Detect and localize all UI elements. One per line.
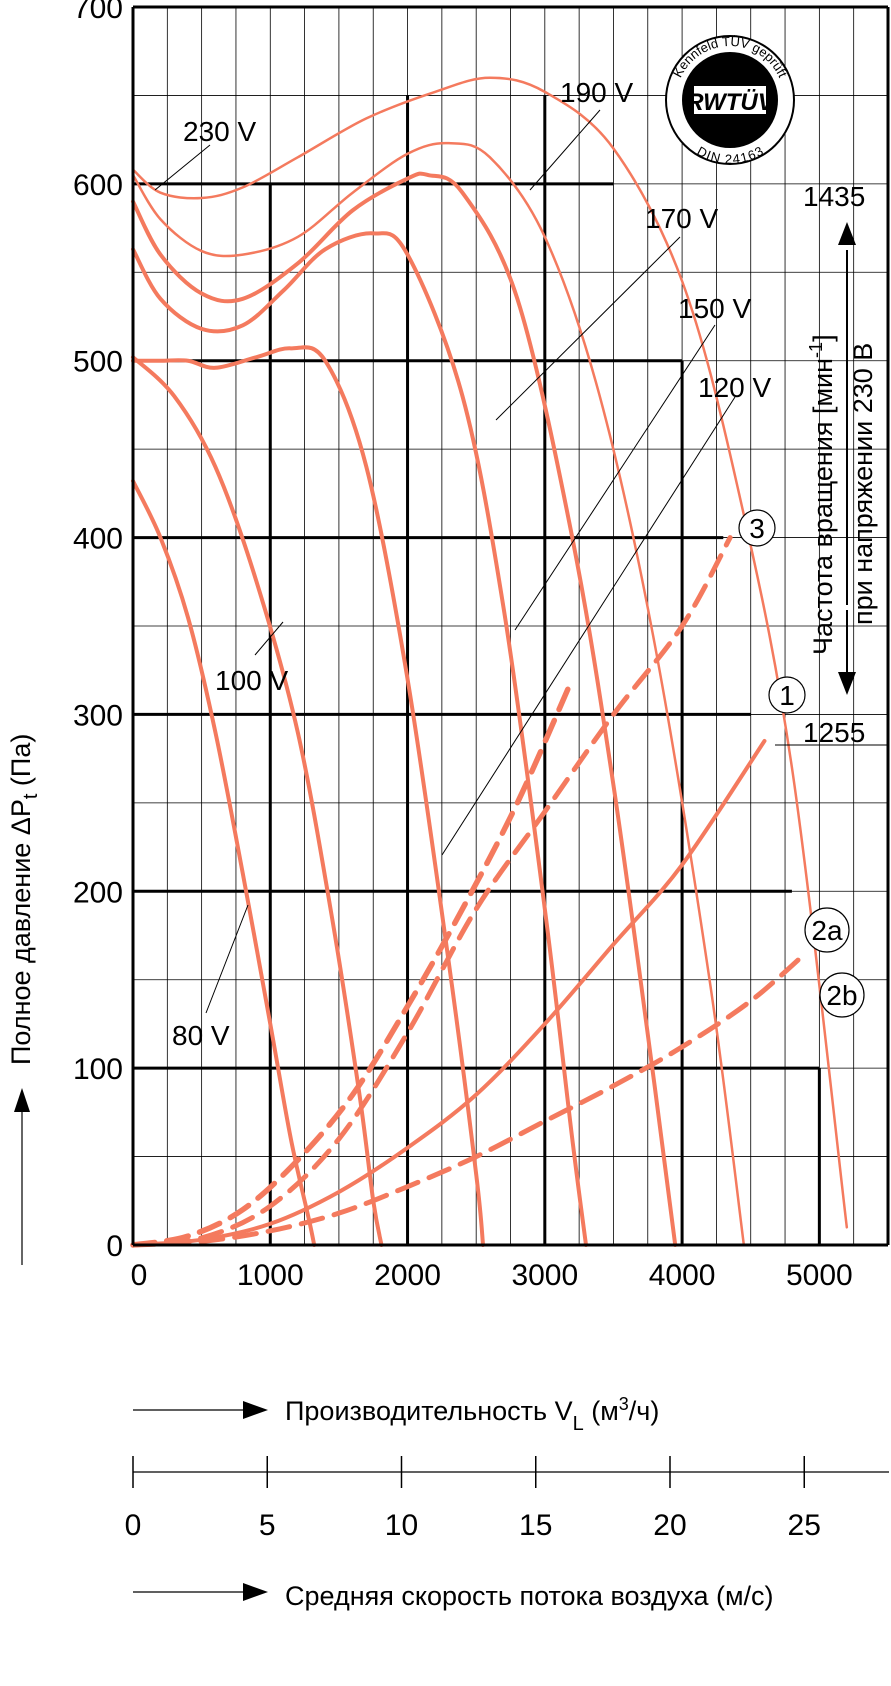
velocity-tick-label: 25 (788, 1509, 821, 1542)
speed-upper: 1435 (803, 181, 865, 212)
y-tick-label: 200 (73, 876, 123, 909)
system-curve-2b (130, 535, 733, 1248)
x-axis-label: Производительность VL (м3/ч) (285, 1394, 659, 1435)
speed-lower: 1255 (803, 717, 865, 748)
fan-curve-80v (131, 478, 317, 1247)
velocity-tick-label: 0 (125, 1509, 142, 1542)
label-190v: 190 V (560, 77, 633, 108)
label-230v: 230 V (183, 116, 256, 147)
y-tick-label: 600 (73, 169, 123, 202)
tuv-badge: Kennfeld TÜV geprüft RWTÜV DIN 24163 (665, 34, 795, 167)
marker-1: 1 (779, 680, 795, 711)
velocity-axis: Средняя скорость потока воздуха (м/с) 0 5… (125, 1456, 889, 1611)
badge-bottom-text: DIN 24163 (695, 143, 766, 166)
axes: 0 100 200 300 400 500 600 700 0 1000 2000 3000 4000 5… (73, 0, 890, 1292)
velocity-tick-label: 20 (653, 1509, 686, 1542)
y-tick-label: 0 (106, 1230, 123, 1263)
fan-curve-100v (131, 355, 384, 1247)
marker-3: 3 (749, 513, 765, 544)
y-tick-label: 100 (73, 1053, 123, 1086)
marker-2b: 2b (826, 980, 857, 1011)
x-tick-label: 5000 (786, 1259, 853, 1292)
x-tick-label: 2000 (374, 1259, 441, 1292)
y-tick-label: 300 (73, 699, 123, 732)
x-tick-label: 0 (131, 1259, 148, 1292)
fan-curve-120v (131, 345, 486, 1247)
fan-curve-150v (131, 231, 588, 1247)
system-curve-3 (130, 676, 576, 1248)
fan-curve-230v (131, 76, 849, 1229)
fan-curve-190v (131, 141, 746, 1247)
velocity-tick-label: 10 (385, 1509, 418, 1542)
y-axis-label: Полное давление ΔPt (Па) (6, 734, 42, 1065)
voltage-labels: 230 V 190 V 170 V 150 V 120 V 100 V 80 V (154, 77, 771, 1051)
system-curve-2a (130, 950, 809, 1248)
y-axis-title: Полное давление ΔPt (Па) (6, 734, 42, 1265)
label-100v: 100 V (215, 665, 288, 696)
label-150v: 150 V (678, 293, 751, 324)
speed-axis: 1435 Частота вращения [мин-1] при напряж… (775, 181, 888, 748)
label-80v: 80 V (172, 1020, 230, 1051)
x-axis-title: Производительность VL (м3/ч) (133, 1394, 659, 1435)
fan-curve-170v (131, 171, 678, 1247)
velocity-tick-label: 15 (519, 1509, 552, 1542)
velocity-axis-label: Средняя скорость потока воздуха (м/с) (285, 1581, 774, 1611)
x-tick-label: 3000 (511, 1259, 578, 1292)
label-120v: 120 V (698, 372, 771, 403)
y-tick-label: 700 (73, 0, 123, 25)
y-tick-label: 500 (73, 346, 123, 379)
x-tick-label: 4000 (649, 1259, 716, 1292)
badge-mark: RWTÜV (686, 89, 776, 116)
speed-axis-label2: при напряжении 230 В (848, 343, 878, 625)
speed-axis-label: Частота вращения [мин-1] (806, 334, 838, 655)
marker-2a: 2a (811, 915, 843, 946)
curves (130, 76, 849, 1248)
curve-markers: 3 1 2a 2b (738, 509, 865, 1018)
system-curve-1 (131, 738, 767, 1247)
x-tick-label: 1000 (237, 1259, 304, 1292)
label-170v: 170 V (645, 203, 718, 234)
y-tick-label: 400 (73, 523, 123, 556)
velocity-tick-label: 5 (259, 1509, 276, 1542)
